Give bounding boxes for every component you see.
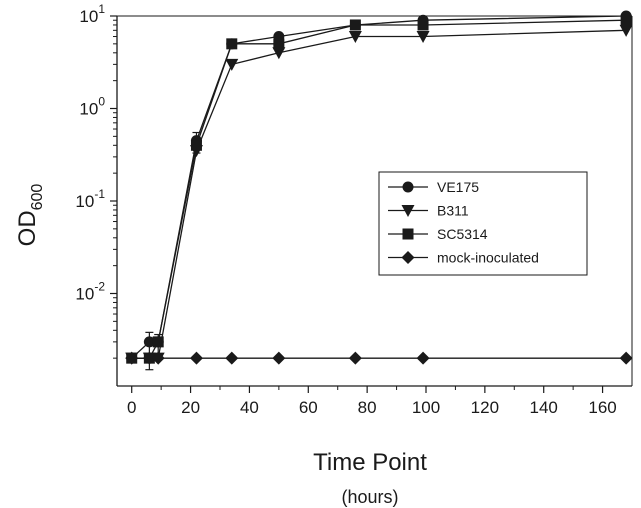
y-tick-label: 101	[79, 2, 105, 26]
legend-entries: VE175 B311 SC5314 mock-inoculated	[388, 179, 539, 266]
y-tick-label: 10-2	[75, 280, 105, 304]
data-point-sc5314	[620, 14, 632, 26]
legend-label-ve175: VE175	[437, 179, 479, 195]
legend-marker-sc5314	[402, 228, 414, 240]
data-point-ve175	[143, 336, 155, 348]
legend-marker-mock-inoculated	[401, 251, 415, 264]
data-point-mock-inoculated	[189, 351, 203, 365]
x-tick-label: 160	[588, 398, 616, 417]
data-point-mock-inoculated	[151, 351, 165, 365]
data-point-mock-inoculated	[619, 351, 633, 365]
x-tick-label: 100	[412, 398, 440, 417]
legend-label-b311: B311	[437, 203, 469, 219]
data-point-mock-inoculated	[272, 351, 286, 365]
x-tick-label: 80	[358, 398, 377, 417]
legend-label-sc5314: SC5314	[437, 226, 488, 242]
y-tick-label: 10-1	[75, 187, 105, 211]
y-tick-label: 100	[79, 95, 105, 119]
axis-layer: 0 20 40 60 80 100 120 140 160 101 100 10-1 10-2	[75, 2, 633, 417]
data-point-sc5314	[273, 38, 285, 50]
data-point-sc5314	[226, 38, 238, 50]
data-point-sc5314	[349, 19, 361, 31]
data-point-mock-inoculated	[348, 351, 362, 365]
data-point-b311	[348, 31, 362, 44]
data-point-sc5314	[190, 139, 202, 151]
legend-label-mock-inoculated: mock-inoculated	[437, 250, 539, 266]
y-axis-title-main: OD	[14, 210, 41, 246]
data-point-mock-inoculated	[125, 351, 139, 365]
data-point-mock-inoculated	[416, 351, 430, 365]
data-point-b311	[416, 31, 430, 44]
data-point-b311	[225, 58, 239, 71]
y-axis-title: OD600	[14, 184, 46, 247]
data-point-b311	[272, 47, 286, 60]
data-point-mock-inoculated	[225, 351, 239, 365]
x-axis-title: Time Point	[313, 449, 427, 476]
data-point-b311	[619, 24, 633, 37]
x-tick-label: 120	[471, 398, 499, 417]
x-tick-label: 60	[299, 398, 318, 417]
x-tick-label: 20	[181, 398, 200, 417]
x-axis-unit: (hours)	[341, 487, 398, 507]
legend-marker-b311	[401, 205, 415, 217]
data-point-mock-inoculated	[142, 351, 156, 365]
data-point-sc5314	[417, 19, 429, 31]
series-layer	[125, 10, 633, 371]
y-axis-title-subscript: 600	[29, 184, 46, 211]
data-point-sc5314	[152, 336, 164, 348]
legend-marker-ve175	[402, 181, 414, 193]
x-tick-label: 0	[127, 398, 136, 417]
legend: VE175 B311 SC5314 mock-inoculated	[378, 171, 588, 276]
x-tick-label: 140	[530, 398, 558, 417]
x-tick-label: 40	[240, 398, 259, 417]
